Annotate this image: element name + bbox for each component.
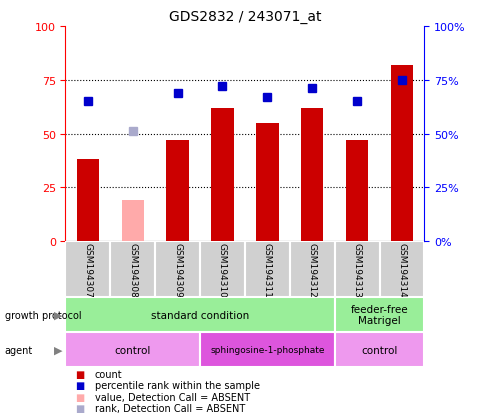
Bar xyxy=(256,123,278,242)
Bar xyxy=(244,242,289,297)
Text: agent: agent xyxy=(5,345,33,355)
Text: ■: ■ xyxy=(75,392,84,402)
Text: count: count xyxy=(94,369,122,379)
Text: ■: ■ xyxy=(75,404,84,413)
Text: percentile rank within the sample: percentile rank within the sample xyxy=(94,380,259,390)
Text: GSM194311: GSM194311 xyxy=(262,242,272,297)
Text: ■: ■ xyxy=(75,369,84,379)
Text: GSM194310: GSM194310 xyxy=(217,242,227,297)
Bar xyxy=(334,242,378,297)
Text: GSM194313: GSM194313 xyxy=(352,242,361,297)
Bar xyxy=(334,297,424,332)
Bar xyxy=(301,109,323,242)
Bar xyxy=(110,242,155,297)
Text: GSM194312: GSM194312 xyxy=(307,242,316,297)
Text: ▶: ▶ xyxy=(53,345,62,355)
Bar xyxy=(65,297,334,332)
Text: GSM194314: GSM194314 xyxy=(396,242,406,297)
Bar xyxy=(166,141,188,242)
Text: rank, Detection Call = ABSENT: rank, Detection Call = ABSENT xyxy=(94,404,244,413)
Bar xyxy=(390,66,412,242)
Text: feeder-free
Matrigel: feeder-free Matrigel xyxy=(350,304,408,326)
Bar xyxy=(65,242,110,297)
Bar xyxy=(200,242,244,297)
Bar xyxy=(378,242,424,297)
Bar xyxy=(76,160,99,242)
Text: standard condition: standard condition xyxy=(151,310,249,320)
Bar xyxy=(211,109,233,242)
Text: control: control xyxy=(361,345,397,355)
Bar xyxy=(200,332,334,368)
Bar xyxy=(65,332,199,368)
Text: ▶: ▶ xyxy=(53,310,62,320)
Text: value, Detection Call = ABSENT: value, Detection Call = ABSENT xyxy=(94,392,249,402)
Title: GDS2832 / 243071_at: GDS2832 / 243071_at xyxy=(168,10,320,24)
Bar xyxy=(334,332,424,368)
Text: ■: ■ xyxy=(75,380,84,390)
Bar xyxy=(289,242,334,297)
Bar xyxy=(121,201,144,242)
Text: GSM194308: GSM194308 xyxy=(128,242,137,297)
Bar xyxy=(345,141,367,242)
Bar xyxy=(155,242,200,297)
Text: growth protocol: growth protocol xyxy=(5,310,81,320)
Text: GSM194307: GSM194307 xyxy=(83,242,92,297)
Text: GSM194309: GSM194309 xyxy=(173,242,182,297)
Text: control: control xyxy=(114,345,151,355)
Text: sphingosine-1-phosphate: sphingosine-1-phosphate xyxy=(210,346,324,354)
